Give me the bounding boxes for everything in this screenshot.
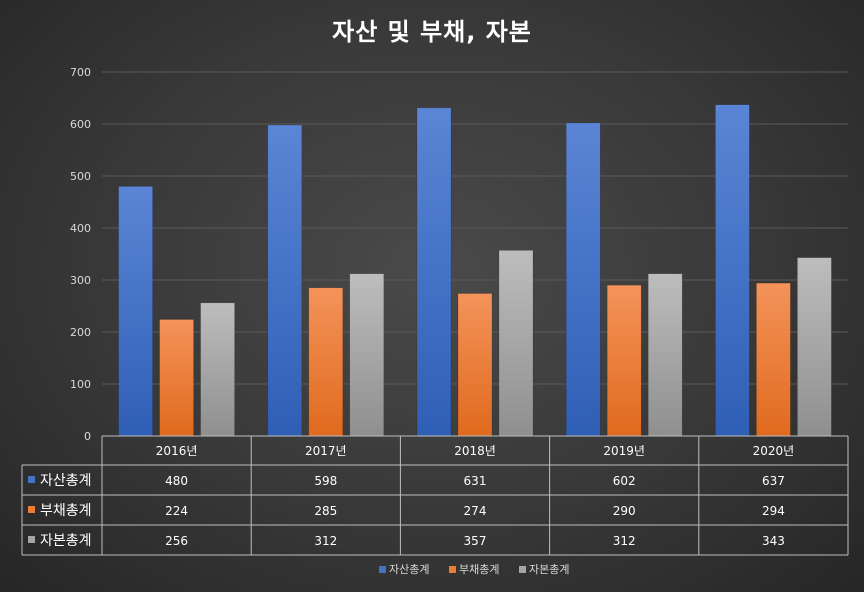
- category-label: 2018년: [454, 444, 496, 458]
- chart-title: 자산 및 부채, 자본: [332, 18, 532, 46]
- table-cell-value: 312: [613, 534, 636, 548]
- legend-key: [449, 566, 456, 573]
- bar-2-3: [457, 293, 493, 437]
- series-key: [28, 476, 35, 483]
- series-row-label: 자본총계: [40, 533, 92, 549]
- y-tick-label: 200: [70, 326, 91, 339]
- y-tick-label: 300: [70, 274, 91, 287]
- category-label: 2019년: [603, 444, 645, 458]
- bar-1-3: [416, 107, 452, 437]
- table-cell-value: 256: [165, 534, 188, 548]
- legend-label: 자본총계: [529, 563, 569, 576]
- y-tick-label: 500: [70, 170, 91, 183]
- table-cell-value: 631: [464, 474, 487, 488]
- y-tick-label: 0: [84, 430, 91, 443]
- series-key: [28, 506, 35, 513]
- series-row-label: 부채총계: [40, 503, 92, 519]
- bar-3-3: [498, 250, 534, 437]
- bar-3-1: [200, 302, 235, 437]
- category-label: 2017년: [305, 444, 347, 458]
- table-cell-value: 598: [314, 474, 337, 488]
- y-tick-label: 700: [70, 66, 91, 79]
- table-cell-value: 312: [314, 534, 337, 548]
- legend-key: [519, 566, 526, 573]
- legend-label: 자산총계: [389, 563, 429, 576]
- legend-label: 부채총계: [459, 563, 499, 576]
- y-tick-label: 100: [70, 378, 91, 391]
- table-cell-value: 294: [762, 504, 785, 518]
- bars: [118, 104, 832, 437]
- bar-3-5: [797, 257, 832, 437]
- bar-3-2: [349, 273, 385, 437]
- bar-1-2: [267, 124, 303, 437]
- table-cell-value: 480: [165, 474, 188, 488]
- table-cell-value: 357: [464, 534, 487, 548]
- bar-1-1: [118, 186, 153, 437]
- table-cell-value: 285: [314, 504, 337, 518]
- bar-2-2: [308, 287, 344, 437]
- bar-2-5: [756, 282, 791, 437]
- bar-1-4: [565, 122, 601, 437]
- legend-key: [379, 566, 386, 573]
- y-axis: 0 100 200 300 400 500 600 700: [70, 66, 91, 443]
- table-cell-value: 290: [613, 504, 636, 518]
- bar-2-4: [606, 284, 642, 437]
- category-label: 2016년: [156, 444, 198, 458]
- bar-2-1: [159, 319, 194, 437]
- series-key: [28, 536, 35, 543]
- table-cell-value: 274: [464, 504, 487, 518]
- y-tick-label: 600: [70, 118, 91, 131]
- table-cell-value: 637: [762, 474, 785, 488]
- category-label: 2020년: [753, 444, 795, 458]
- series-row-label: 자산총계: [40, 473, 92, 489]
- bar-3-4: [647, 273, 683, 437]
- table-cell-value: 224: [165, 504, 188, 518]
- y-tick-label: 400: [70, 222, 91, 235]
- table-cell-value: 343: [762, 534, 785, 548]
- table-cell-value: 602: [613, 474, 636, 488]
- bar-1-5: [715, 104, 750, 437]
- legend: 자산총계 부채총계 자본총계: [379, 563, 569, 576]
